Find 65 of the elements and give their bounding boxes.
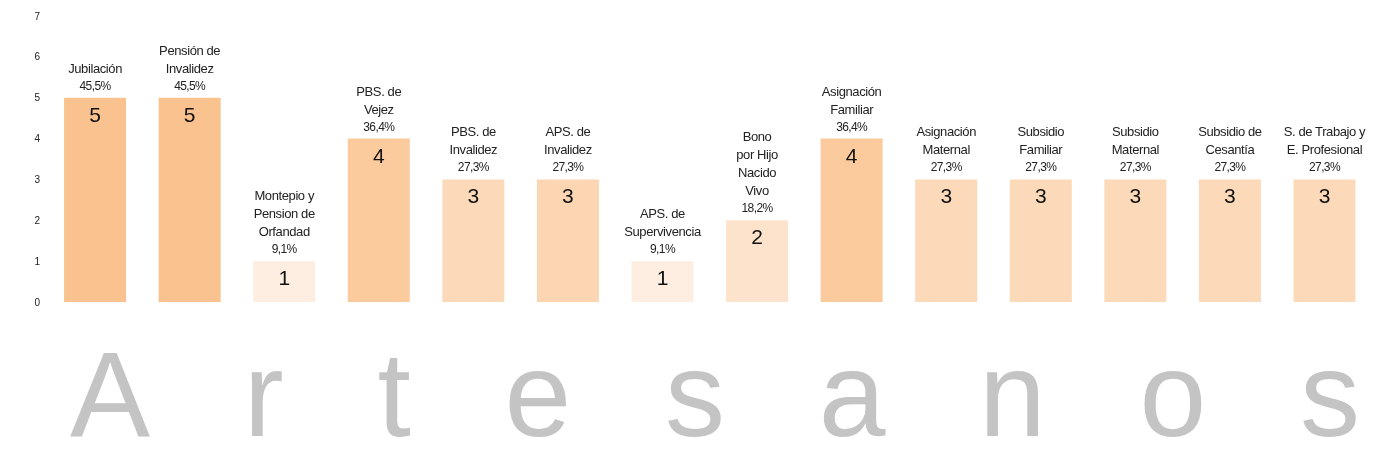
x-tick-label: PBS. de Invalidez <box>449 124 498 158</box>
annotation: 36,4% <box>836 119 869 134</box>
bar <box>536 179 599 302</box>
bar <box>820 138 883 302</box>
y-tick-label: 1 <box>34 255 41 267</box>
data-label: 4 <box>845 143 858 167</box>
data-label: 3 <box>1129 184 1142 208</box>
data-label: 3 <box>1224 184 1236 208</box>
x-tick-label: APS. de Invalidez <box>544 124 592 158</box>
data-label: 3 <box>940 184 953 208</box>
x-tick-label: Pensión de Invalidez <box>159 42 221 76</box>
bar <box>64 97 127 302</box>
annotation: 36,4% <box>363 119 396 134</box>
annotation: 27,3% <box>930 160 963 175</box>
bar <box>915 179 978 302</box>
annotation: 45,5% <box>79 78 112 93</box>
annotation: 27,3% <box>1214 160 1247 175</box>
data-label: 5 <box>183 102 196 126</box>
annotation: 27,3% <box>1025 160 1058 175</box>
annotation: 27,3% <box>457 160 490 175</box>
x-tick-label: S. de Trabajo y E. Profesional <box>1283 124 1367 158</box>
bar <box>1009 179 1072 302</box>
bar <box>347 138 410 302</box>
annotation: 27,3% <box>1308 160 1341 175</box>
data-label: 3 <box>1318 184 1331 208</box>
data-label: 3 <box>562 184 574 208</box>
x-tick-label: Subsidio Familiar <box>1017 124 1065 158</box>
bar <box>1104 179 1167 302</box>
x-tick-label: PBS. de Vejez <box>356 83 402 117</box>
y-tick-label: 5 <box>34 92 41 104</box>
data-label: 4 <box>372 143 385 167</box>
annotation: 9,1% <box>271 242 298 257</box>
x-tick-label: Asignación Maternal <box>916 124 977 158</box>
x-tick-label: Subsidio de Cesantía <box>1198 124 1262 158</box>
bar <box>1293 179 1356 302</box>
y-tick-label: 6 <box>34 51 41 63</box>
x-tick-label: Montepio y Pension de Orfandad <box>253 188 315 240</box>
bar <box>631 261 694 302</box>
x-tick-label: Asignación Familiar <box>821 83 882 117</box>
x-tick-label: APS. de Supervivencia <box>624 206 702 240</box>
x-tick-label: Subsidio Maternal <box>1111 124 1160 158</box>
annotation: 27,3% <box>552 160 585 175</box>
data-label: 1 <box>278 266 291 290</box>
y-tick-label: 3 <box>34 173 41 185</box>
bar <box>253 261 316 302</box>
y-tick-label: 0 <box>34 296 41 308</box>
bar <box>442 179 505 302</box>
data-label: 2 <box>751 225 763 249</box>
y-tick-label: 7 <box>34 10 41 22</box>
bar <box>726 220 789 302</box>
x-tick-label: Bono por Hijo Nacido Vivo <box>736 129 779 199</box>
y-tick-label: 4 <box>34 133 41 145</box>
annotation: 45,5% <box>174 78 207 93</box>
data-label: 3 <box>1034 184 1047 208</box>
annotation: 9,1% <box>650 242 676 257</box>
x-tick-label: Jubilación <box>68 60 123 76</box>
text: Artesanos <box>70 327 1360 453</box>
data-label: 1 <box>656 266 669 290</box>
data-label: 5 <box>89 102 101 126</box>
bar <box>158 97 221 302</box>
bar <box>1198 179 1261 302</box>
data-label: 3 <box>467 184 480 208</box>
annotation: 27,3% <box>1119 160 1152 175</box>
annotation: 18,2% <box>741 201 774 216</box>
y-tick-label: 2 <box>34 214 41 226</box>
